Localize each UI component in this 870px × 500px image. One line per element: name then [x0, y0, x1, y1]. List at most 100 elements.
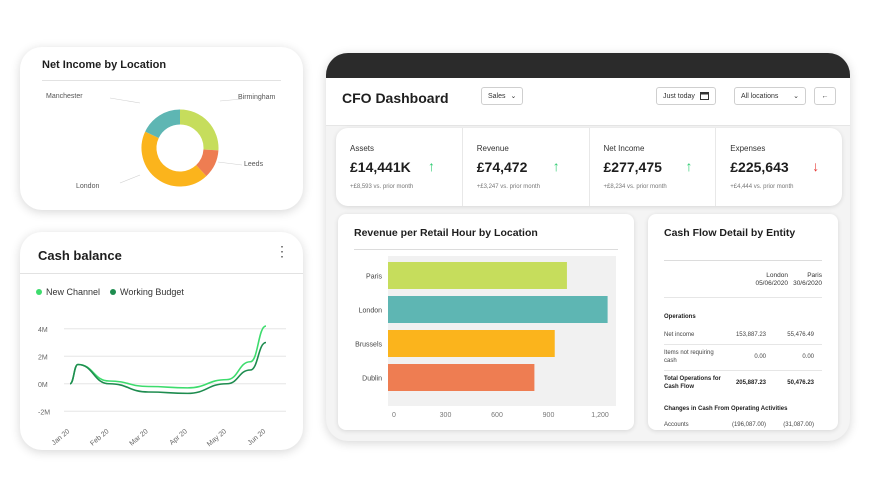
label-birmingham: Birmingham: [238, 94, 276, 101]
revenue-per-hour-panel: Revenue per Retail Hour by Location Pari…: [338, 214, 634, 430]
column-name: London: [766, 272, 788, 279]
arrow-up-icon: ↑: [685, 158, 693, 174]
donut-slice-manchester[interactable]: [145, 109, 181, 139]
y-tick-label: 2M: [38, 354, 48, 361]
row-label: Total Operations for Cash Flow: [664, 376, 721, 390]
legend-label: New Channel: [46, 287, 101, 297]
kpi-change: +£8,593 vs. prior month: [350, 184, 414, 190]
window-top-bar: [326, 53, 850, 78]
x-tick-label: Jan 20: [51, 428, 72, 447]
kpi-label: Expenses: [730, 144, 766, 153]
divider: [42, 80, 281, 81]
cash-legend: New Channel Working Budget: [36, 287, 184, 297]
divider: [354, 249, 618, 250]
kpi-assets[interactable]: Assets £14,441K ↑ +£8,593 vs. prior mont…: [336, 128, 463, 206]
category-label: Dublin: [362, 376, 382, 383]
donut-slice-birmingham[interactable]: [179, 109, 219, 151]
row-label: Net income: [664, 332, 695, 338]
column-date: 30/6/2020: [793, 280, 822, 288]
legend-item-new-channel[interactable]: New Channel: [36, 287, 100, 297]
cash-flow-panel: Cash Flow Detail by Entity London 05/06/…: [648, 214, 838, 430]
label-london: London: [76, 183, 100, 190]
calendar-icon: [699, 91, 709, 102]
kpi-revenue[interactable]: Revenue £74,472 ↑ +£3,247 vs. prior mont…: [463, 128, 590, 206]
net-income-card: Net Income by Location Manchester Birmin…: [20, 47, 303, 210]
kpi-label: Revenue: [476, 144, 509, 153]
bar-paris[interactable]: [388, 262, 567, 289]
category-label: London: [359, 308, 382, 315]
row-value-london: 205,887.23: [735, 380, 766, 386]
x-tick-label: Apr 20: [169, 428, 189, 447]
arrow-down-icon: ↓: [812, 158, 820, 174]
row-label: Accounts: [664, 422, 689, 428]
x-tick-label: 1,200: [591, 412, 609, 419]
legend-item-working-budget[interactable]: Working Budget: [110, 287, 184, 297]
row-label: Items not requiring cash: [664, 350, 714, 364]
series-line-working-budget[interactable]: [69, 341, 267, 395]
arrow-up-icon: ↑: [552, 158, 560, 174]
kpi-net-income[interactable]: Net Income £277,475 ↑ +£8,234 vs. prior …: [590, 128, 717, 206]
cash-balance-title: Cash balance: [38, 248, 122, 263]
net-income-title: Net Income by Location: [42, 59, 167, 71]
kpi-expenses[interactable]: Expenses £225,643 ↓ +£4,444 vs. prior mo…: [716, 128, 842, 206]
row-value-london: 0.00: [754, 354, 766, 360]
x-tick-label: 900: [543, 412, 555, 419]
legend-dot: [36, 289, 42, 295]
y-tick-label: 0M: [38, 382, 48, 389]
cash-balance-line-chart: 4M 2M 0M -2M Jan 20 Feb 20 Mar 20 Apr 20 May 20 J…: [38, 325, 286, 448]
cfo-dashboard-window: CFO Dashboard Sales ⌄ Just today All loc…: [326, 53, 850, 441]
column-date: 05/06/2020: [755, 280, 788, 288]
legend-label: Working Budget: [120, 287, 184, 297]
location-dropdown-label: All locations: [741, 92, 779, 100]
x-tick-label: 300: [440, 412, 452, 419]
column-header-paris: Paris 30/6/2020: [778, 272, 822, 289]
divider: [664, 297, 822, 298]
column-header-london: London 05/06/2020: [734, 272, 788, 289]
location-dropdown[interactable]: All locations ⌄: [734, 87, 806, 105]
kpi-row: Assets £14,441K ↑ +£8,593 vs. prior mont…: [336, 128, 842, 206]
revenue-panel-title: Revenue per Retail Hour by Location: [354, 227, 538, 239]
bar-dublin[interactable]: [388, 364, 535, 391]
category-label: Paris: [366, 274, 382, 281]
kpi-value: £225,643: [730, 159, 789, 175]
chevron-down-icon: ⌄: [793, 93, 799, 100]
bar-london[interactable]: [388, 296, 608, 323]
row-value-paris: 0.00: [802, 354, 814, 360]
sales-dropdown-label: Sales: [488, 92, 506, 100]
x-tick-label: May 20: [206, 428, 228, 448]
row-value-london: 153,887.23: [735, 332, 766, 338]
arrow-left-icon: ←: [821, 92, 829, 100]
revenue-bar-chart: Paris London Brussels Dublin 0 300 600 900 1,200: [355, 256, 616, 419]
kebab-icon[interactable]: ⋮: [275, 243, 289, 259]
label-manchester: Manchester: [46, 93, 83, 100]
kpi-value: £74,472: [476, 159, 528, 175]
x-tick-label: Feb 20: [89, 428, 110, 447]
x-tick-label: Mar 20: [128, 428, 149, 447]
net-income-donut-chart: [109, 97, 243, 187]
divider: [664, 370, 822, 371]
x-tick-label: Jun 20: [247, 428, 268, 447]
kpi-change: +£8,234 vs. prior month: [603, 184, 667, 190]
kpi-change: +£3,247 vs. prior month: [476, 184, 540, 190]
page-title: CFO Dashboard: [342, 90, 449, 106]
kpi-label: Assets: [350, 144, 375, 153]
section-label: Changes in Cash From Operating Activitie…: [664, 406, 788, 412]
dashboard-header: CFO Dashboard Sales ⌄ Just today All loc…: [326, 78, 850, 126]
x-tick-label: 600: [491, 412, 503, 419]
row-value-paris: 55,476.49: [787, 332, 814, 338]
kpi-value: £14,441K: [350, 159, 411, 175]
donut-slice-leeds[interactable]: [195, 149, 219, 177]
divider: [20, 273, 303, 274]
date-picker[interactable]: Just today: [656, 87, 716, 105]
column-name: Paris: [807, 272, 822, 279]
back-button[interactable]: ←: [814, 87, 836, 105]
cash-balance-card: Cash balance ⋮ New Channel Working Budge…: [20, 232, 303, 450]
bar-brussels[interactable]: [388, 330, 555, 357]
donut-slice-london[interactable]: [141, 131, 207, 187]
sales-dropdown[interactable]: Sales ⌄: [481, 87, 524, 105]
row-value-london: (196,087.00): [731, 422, 766, 428]
arrow-up-icon: ↑: [428, 158, 435, 174]
divider: [664, 260, 822, 261]
legend-dot: [110, 289, 117, 295]
section-label: Operations: [664, 314, 696, 320]
